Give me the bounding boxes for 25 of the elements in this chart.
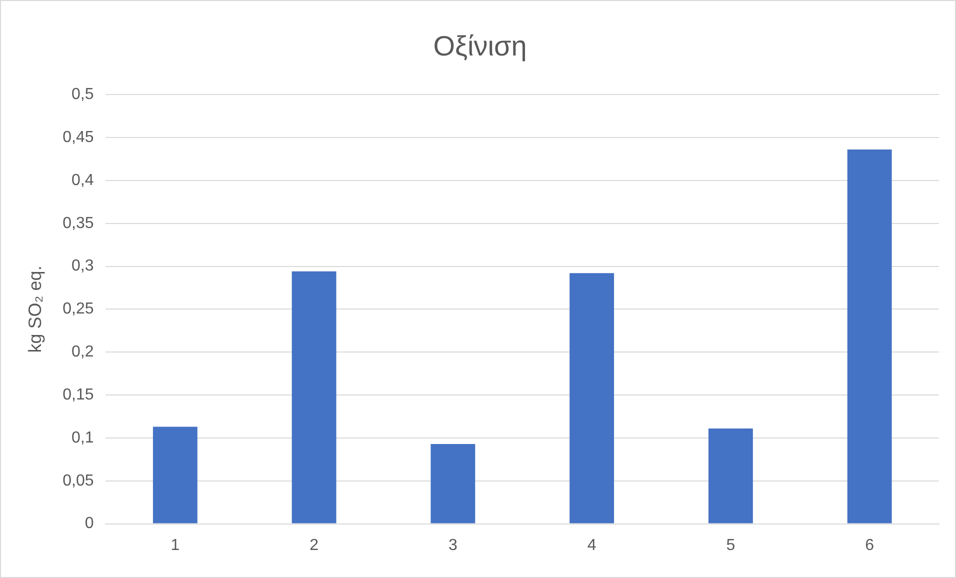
y-tick-label: 0,3: [71, 258, 94, 275]
bar: [570, 273, 614, 524]
x-tick-label: 3: [448, 536, 458, 554]
y-tick-label: 0: [84, 515, 94, 532]
bar: [430, 444, 476, 524]
x-tick-label: 1: [170, 536, 180, 554]
bar: [847, 150, 892, 524]
y-tick-label: 0,2: [71, 344, 94, 361]
y-tick-label: 0,05: [62, 472, 94, 490]
y-tick-label: 0,4: [71, 172, 94, 189]
x-tick-label: 6: [865, 536, 874, 554]
x-tick-label: 2: [310, 536, 319, 554]
bar: [708, 428, 753, 524]
bar: [152, 426, 198, 524]
y-tick-label: 0,15: [62, 386, 94, 404]
chart-title: Οξίνιση: [433, 30, 527, 62]
y-tick-label: 0,1: [71, 429, 94, 446]
x-tick-label: 4: [587, 536, 596, 554]
x-tick-label: 5: [726, 536, 736, 554]
y-tick-label: 0,35: [62, 214, 94, 232]
y-tick-label: 0,45: [62, 128, 94, 146]
y-tick-label: 0,25: [62, 300, 94, 318]
bar: [292, 271, 336, 524]
y-tick-label: 0,5: [71, 86, 94, 104]
y-axis-title: kg SO₂ eq.: [24, 266, 45, 353]
